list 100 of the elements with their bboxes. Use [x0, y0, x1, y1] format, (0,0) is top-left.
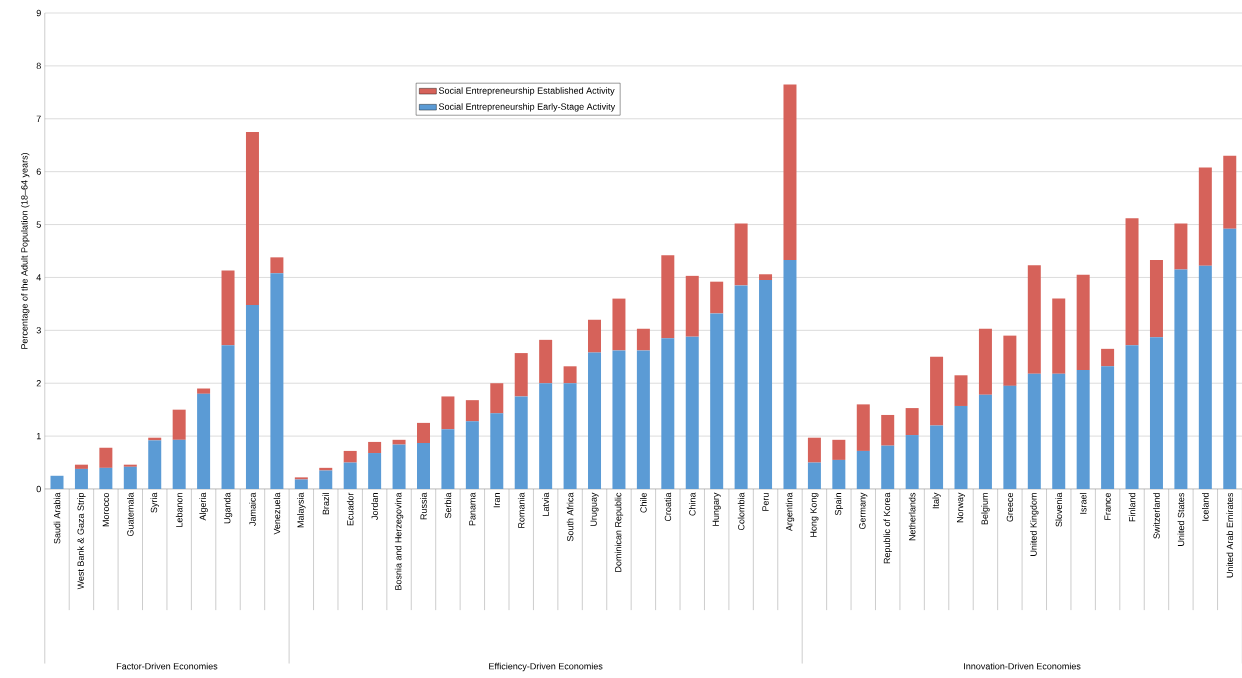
- bar: [1101, 366, 1115, 489]
- bar: [514, 353, 528, 397]
- x-tick-label: Chile: [640, 492, 647, 513]
- bar: [416, 442, 430, 489]
- x-tick-label: Netherlands: [908, 492, 916, 541]
- bar: [343, 462, 357, 489]
- bar: [490, 413, 504, 489]
- bar: [441, 396, 455, 430]
- bar: [1223, 228, 1237, 489]
- x-tick-label: Latvia: [542, 492, 549, 516]
- x-tick-label: Bosnia and Herzegovina: [394, 492, 404, 590]
- bar: [343, 450, 357, 463]
- bar: [636, 350, 650, 489]
- y-tick-label: 9: [36, 9, 41, 17]
- bar: [294, 477, 308, 480]
- x-tick-label: Germany: [859, 492, 868, 530]
- bar: [734, 223, 748, 286]
- bar: [563, 366, 577, 384]
- x-tick-label: Switzerland: [1153, 493, 1160, 539]
- y-tick-label: 3: [36, 327, 41, 334]
- bar: [881, 414, 895, 446]
- x-tick-label: Iceland: [1202, 493, 1209, 521]
- x-tick-label: Saudi Arabia: [53, 492, 61, 544]
- x-tick-label: Croatia: [664, 492, 672, 522]
- bar: [221, 345, 235, 489]
- bar: [930, 356, 944, 426]
- bar: [759, 280, 773, 489]
- bar: [1149, 337, 1163, 489]
- x-tick-label: Italy: [932, 492, 941, 509]
- bar: [172, 409, 186, 440]
- x-tick-label: Belgium: [981, 493, 990, 525]
- bar: [245, 304, 259, 489]
- bar: [1223, 155, 1237, 229]
- bar: [1052, 373, 1066, 489]
- bar: [490, 383, 504, 414]
- bar: [416, 422, 430, 443]
- bar: [50, 475, 64, 489]
- x-tick-label: France: [1104, 492, 1111, 520]
- x-tick-label: United Kingdom: [1030, 493, 1039, 556]
- y-tick-label: 4: [36, 274, 41, 281]
- bar: [856, 404, 870, 451]
- x-tick-label: Venezuela: [273, 492, 281, 535]
- bar: [978, 328, 992, 395]
- bar: [685, 275, 699, 337]
- x-tick-label: Morocco: [102, 492, 110, 527]
- bar: [881, 445, 895, 489]
- bar: [1027, 373, 1041, 489]
- y-tick-label: 6: [36, 168, 41, 175]
- bar: [368, 441, 382, 454]
- bar: [612, 298, 626, 351]
- x-tick-label: Lebanon: [175, 493, 183, 527]
- bar: [1198, 167, 1212, 266]
- bar: [856, 450, 870, 489]
- x-tick-label: Colombia: [737, 492, 745, 531]
- x-tick-label: Argentina: [785, 492, 795, 532]
- bar: [612, 350, 626, 489]
- bar: [99, 467, 113, 489]
- bar: [685, 336, 699, 489]
- x-tick-label: Romania: [517, 492, 525, 528]
- bar: [514, 396, 528, 489]
- bar: [270, 257, 284, 274]
- x-tick-label: Brazil: [322, 493, 330, 515]
- bar: [319, 470, 333, 489]
- bar: [636, 328, 650, 351]
- x-tick-label: Malaysia: [297, 492, 306, 528]
- x-tick-label: United Arab Emirates: [1226, 492, 1234, 578]
- x-tick-label: Dominican Republic: [614, 492, 624, 572]
- x-tick-label: Guatemala: [126, 492, 134, 537]
- bar: [1174, 223, 1188, 270]
- bar: [1027, 265, 1041, 374]
- y-axis-title: Percentage of the Adult Population (18–64 years): [20, 153, 30, 349]
- x-tick-label: Panama: [469, 492, 476, 526]
- y-tick-label: 1: [36, 433, 41, 440]
- x-tick-label: Israel: [1079, 493, 1087, 514]
- bar: [99, 447, 113, 468]
- bar: [734, 285, 748, 489]
- x-tick-label: Peru: [762, 493, 769, 511]
- text: Innovation-Driven Economies: [964, 662, 1081, 670]
- bar: [368, 453, 382, 489]
- text: Efficiency-Driven Economies: [489, 662, 603, 672]
- bar: [710, 281, 724, 314]
- bar: [588, 352, 602, 489]
- x-tick-label: Ecuador: [346, 492, 354, 526]
- x-tick-label: Jamaica: [249, 492, 256, 526]
- x-tick-label: Russia: [420, 492, 427, 520]
- bar: [1198, 265, 1212, 489]
- bar: [123, 466, 137, 489]
- x-tick-label: United States: [1177, 492, 1185, 546]
- bar: [905, 408, 919, 436]
- bar: [905, 435, 919, 489]
- x-tick-label: Greece: [1006, 492, 1014, 522]
- bar: [588, 319, 602, 353]
- bar: [74, 468, 88, 489]
- x-tick-label: Syria: [150, 492, 159, 513]
- x-tick-label: West Bank & Gaza Strip: [77, 492, 86, 590]
- bar: [465, 400, 479, 422]
- bar: [661, 338, 675, 489]
- bar: [954, 375, 968, 406]
- bar: [661, 255, 675, 339]
- bar: [392, 444, 406, 489]
